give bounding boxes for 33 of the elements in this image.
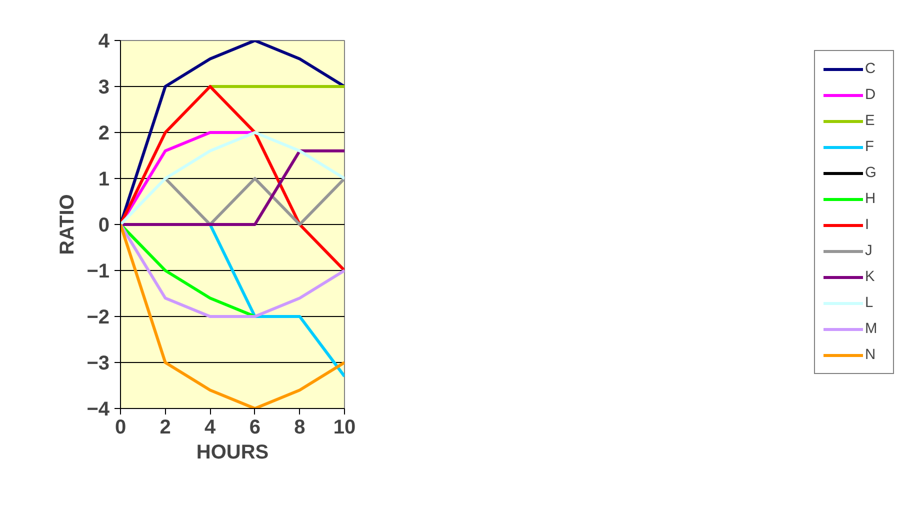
x-tick-label: 10 xyxy=(333,416,356,438)
x-tick-label: 6 xyxy=(249,416,260,438)
legend-label: D xyxy=(865,87,877,103)
x-tick-label: 2 xyxy=(160,416,171,438)
line-series xyxy=(120,131,344,226)
y-tick-label: 2 xyxy=(98,122,110,144)
y-tick-label: 0 xyxy=(98,214,110,236)
y-tick-label: −1 xyxy=(86,260,110,282)
y-tick-label: −3 xyxy=(86,352,110,374)
y-tick-label: 1 xyxy=(98,168,110,190)
legend-label: G xyxy=(865,165,878,181)
line-series xyxy=(120,223,344,318)
legend-label: K xyxy=(865,269,876,285)
legend-label: L xyxy=(865,295,874,311)
y-tick-label: 3 xyxy=(98,76,110,98)
line-series xyxy=(120,85,344,272)
legend-label: C xyxy=(865,61,877,77)
legend-label: I xyxy=(865,217,870,233)
y-tick-label: −2 xyxy=(86,306,110,328)
y-axis-title: RATIO xyxy=(56,194,79,255)
y-tick-label: −4 xyxy=(86,398,110,420)
x-tick-label: 8 xyxy=(294,416,306,438)
line-series xyxy=(120,223,256,318)
legend-label: F xyxy=(865,139,875,155)
legend-label: N xyxy=(865,347,877,363)
x-axis-title: HOURS xyxy=(196,442,269,464)
legend-label: E xyxy=(865,113,876,129)
x-tick-label: 4 xyxy=(204,416,217,438)
legend-label: H xyxy=(865,191,877,207)
x-tick-label: 0 xyxy=(114,416,126,438)
y-tick-label: 4 xyxy=(98,30,110,52)
legend-label: J xyxy=(865,243,874,259)
legend-label: M xyxy=(865,321,878,337)
